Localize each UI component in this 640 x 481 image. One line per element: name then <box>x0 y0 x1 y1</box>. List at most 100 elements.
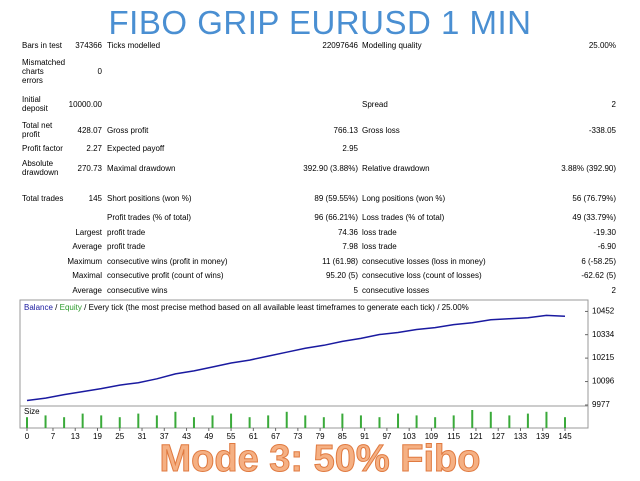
size-bar <box>564 417 566 428</box>
legend: Balance / Equity / Every tick (the most … <box>24 303 469 312</box>
row-label: Maximal drawdown <box>107 164 176 173</box>
row-value: 428.07 <box>77 126 102 135</box>
row-value: 74.36 <box>337 228 358 237</box>
size-bar <box>378 417 381 428</box>
row-value: 2.95 <box>342 144 358 153</box>
row-label: Gross loss <box>362 126 400 135</box>
size-bar <box>211 415 214 428</box>
y-tick-label: 10452 <box>592 307 615 316</box>
size-bar <box>526 413 529 428</box>
x-tick-label: 49 <box>204 432 213 441</box>
balance-line <box>26 314 566 402</box>
x-tick-label: 91 <box>360 432 369 441</box>
row-value: 11 (61.98) <box>322 257 358 266</box>
row-label: Gross profit <box>107 126 149 135</box>
size-bar <box>137 413 140 428</box>
legend-sep: / <box>55 303 58 312</box>
legend-balance: Balance <box>24 303 53 312</box>
y-tick-label: 10334 <box>592 330 615 339</box>
row-label: Absolute drawdown <box>22 159 59 177</box>
row-value: 96 (66.21%) <box>314 213 358 222</box>
row-value: 270.73 <box>77 164 102 173</box>
row-value: 2 <box>611 100 616 109</box>
row-value: 145 <box>88 194 102 203</box>
y-tick-label: 9977 <box>592 400 610 409</box>
row-label: Bars in test <box>22 40 63 50</box>
row-label: profit trade <box>107 228 146 237</box>
size-bar <box>434 417 437 428</box>
row-label: Relative drawdown <box>362 164 430 173</box>
size-bar <box>44 415 47 428</box>
size-bar <box>81 413 84 428</box>
row-value: 2 <box>611 286 616 295</box>
size-bar <box>155 415 158 428</box>
row-label: Largest <box>75 228 102 237</box>
row-label: Total net profit <box>22 121 53 139</box>
legend-sep: / <box>84 303 87 312</box>
x-tick-label: 85 <box>338 432 347 441</box>
x-tick-label: 55 <box>227 432 236 441</box>
size-bar <box>304 415 307 428</box>
x-tick-label: 19 <box>93 432 102 441</box>
size-bar <box>174 411 177 428</box>
size-bar <box>100 415 103 428</box>
row-value: 56 (76.79%) <box>572 194 616 203</box>
size-bar <box>341 413 344 428</box>
row-value: 3.88% (392.90) <box>561 164 616 173</box>
x-tick-label: 121 <box>469 432 483 441</box>
row-label: Average <box>72 242 102 251</box>
x-tick-label: 0 <box>25 432 30 441</box>
row-label: consecutive losses <box>362 286 430 295</box>
x-tick-label: 127 <box>492 432 506 441</box>
row-value: 6 (-58.25) <box>581 257 616 266</box>
row-value: 10000.00 <box>68 100 102 109</box>
row-label: Loss trades (% of total) <box>362 213 445 222</box>
x-tick-label: 7 <box>51 432 56 441</box>
row-label: consecutive profit (count of wins) <box>107 271 224 280</box>
x-tick-label: 61 <box>249 432 258 441</box>
size-bar <box>359 415 362 428</box>
row-label: consecutive losses (loss in money) <box>362 257 486 266</box>
row-value: 392.90 (3.88%) <box>303 164 358 173</box>
row-label: Profit factor <box>22 143 63 153</box>
size-bar <box>230 413 233 428</box>
x-tick-label: 115 <box>447 432 460 441</box>
size-bar <box>489 411 492 428</box>
row-value: 89 (59.55%) <box>314 194 358 203</box>
x-tick-label: 109 <box>425 432 439 441</box>
size-bar <box>545 411 548 428</box>
row-value: 766.13 <box>333 126 358 135</box>
row-label: Ticks modelled <box>107 41 161 50</box>
x-tick-label: 67 <box>271 432 280 441</box>
x-tick-label: 97 <box>382 432 391 441</box>
y-tick-label: 10096 <box>592 377 615 386</box>
x-tick-label: 133 <box>514 432 528 441</box>
x-tick-label: 103 <box>402 432 416 441</box>
row-label: Short positions (won %) <box>107 194 192 203</box>
size-bar <box>192 417 195 428</box>
row-label: Total trades <box>22 193 64 203</box>
row-value: 2.27 <box>86 144 102 153</box>
row-label: Expected payoff <box>107 144 165 153</box>
row-label: consecutive wins (profit in money) <box>107 257 228 266</box>
row-label: Long positions (won %) <box>362 194 446 203</box>
row-value: 49 (33.79%) <box>572 213 616 222</box>
size-bar <box>26 417 28 428</box>
size-bar <box>248 417 251 428</box>
row-label: Modelling quality <box>362 41 422 50</box>
row-value: 5 <box>353 286 358 295</box>
x-tick-label: 145 <box>558 432 572 441</box>
legend-sep: / <box>437 303 440 312</box>
size-bar <box>397 413 400 428</box>
row-value: -338.05 <box>588 126 616 135</box>
row-value: -6.90 <box>597 242 616 251</box>
x-tick-label: 31 <box>138 432 147 441</box>
row-label: profit trade <box>107 242 146 251</box>
row-label: loss trade <box>362 242 397 251</box>
graph-frame <box>19 299 589 429</box>
row-label: Spread <box>362 100 388 109</box>
row-label: Maximum <box>67 257 102 266</box>
legend-quality: 25.00% <box>442 303 469 312</box>
